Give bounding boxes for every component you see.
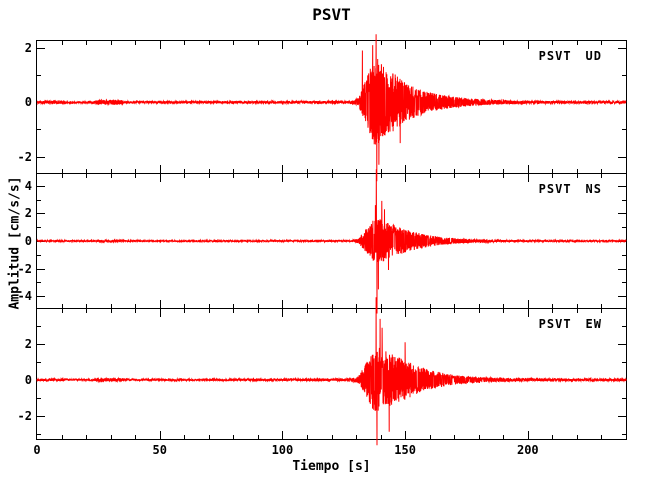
panel-ns: PSVT NS — [36, 169, 627, 314]
panel-label-ew: PSVT EW — [539, 317, 602, 331]
figure-title: PSVT — [312, 5, 351, 24]
plot-area: PSVT UD PSVT NS PSVT EW — [36, 34, 627, 446]
trace-svg-ew — [36, 297, 627, 446]
station-name: PSVT — [538, 49, 572, 63]
y-tick-label: 2 — [24, 336, 32, 351]
trace-svg-ns — [36, 169, 627, 314]
x-tick-label: 150 — [394, 443, 416, 457]
trace-svg-ud — [36, 34, 627, 182]
panel-ew: PSVT EW — [36, 297, 627, 446]
panel-label-ns: PSVT NS — [539, 182, 602, 196]
y-tick-label: 0 — [24, 372, 32, 387]
x-axis-title: Tiempo [s] — [292, 459, 371, 474]
x-tick-label: 100 — [271, 443, 294, 457]
x-tick-label: 0 — [33, 443, 41, 457]
seismic-trace — [36, 34, 627, 182]
station-name: PSVT — [538, 317, 572, 331]
y-tick-label: 0 — [24, 95, 32, 110]
component-name: UD — [585, 49, 602, 63]
y-tick-label: -2 — [17, 408, 32, 423]
seismic-trace — [36, 169, 627, 314]
station-name: PSVT — [538, 182, 572, 196]
component-name: NS — [585, 182, 602, 196]
component-name: EW — [585, 317, 602, 331]
panel-label-ud: PSVT UD — [539, 49, 602, 63]
x-tick-label: 200 — [516, 443, 539, 457]
seismic-trace — [36, 297, 627, 446]
y-tick-label: -2 — [17, 149, 32, 164]
y-tick-label: 2 — [24, 40, 32, 55]
panel-ud: PSVT UD — [36, 34, 627, 182]
y-axis-title: Amplitud [cm/s/s] — [7, 176, 23, 310]
x-tick-label: 50 — [152, 443, 167, 457]
